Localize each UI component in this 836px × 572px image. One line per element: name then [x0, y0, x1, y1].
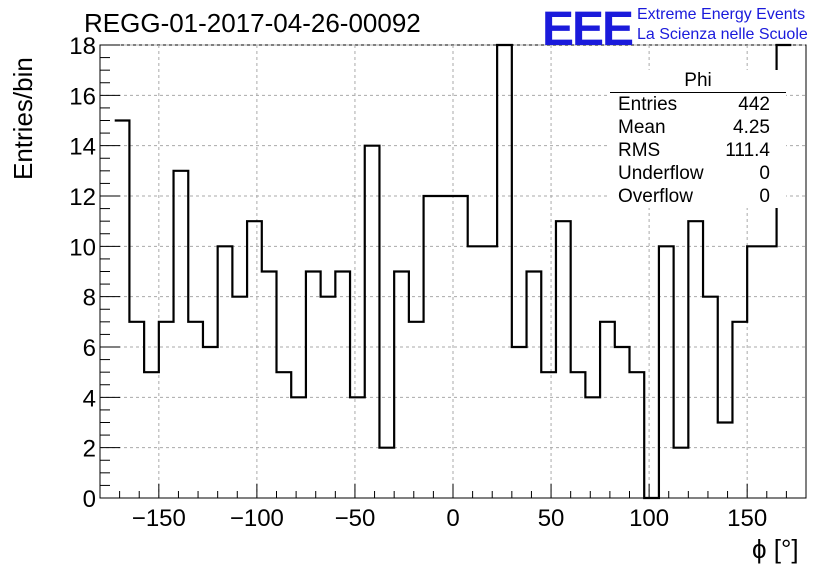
x-axis-label: ϕ [°]: [752, 534, 799, 564]
logo-line-2: La Scienza nelle Scuole: [637, 26, 808, 43]
histogram-bin: [747, 246, 762, 498]
histogram-bin: [321, 297, 336, 498]
histogram-bin: [262, 272, 277, 499]
histogram-bin: [659, 246, 674, 498]
histogram-bin: [468, 246, 483, 498]
x-tick-label: −50: [335, 505, 376, 532]
histogram-bin: [512, 347, 527, 498]
stats-row-mean: Mean 4.25: [610, 116, 786, 139]
stats-row-overflow: Overflow 0: [610, 185, 786, 208]
y-tick-label: 2: [83, 436, 96, 463]
histogram-bin: [350, 397, 365, 498]
y-tick-label: 8: [83, 285, 96, 312]
histogram-bin: [115, 121, 130, 499]
histogram-bin: [424, 196, 439, 498]
y-tick-label: 14: [69, 134, 96, 161]
histogram-bin: [174, 171, 189, 498]
stats-label: RMS: [618, 140, 661, 161]
histogram-bin: [541, 372, 556, 498]
stats-row-entries: Entries 442: [610, 93, 786, 116]
x-tick-label: 100: [629, 505, 669, 532]
stats-label: Underflow: [618, 163, 704, 184]
histogram-bin: [600, 322, 615, 498]
histogram-bin: [482, 246, 497, 498]
x-tick-label: −100: [230, 505, 284, 532]
stats-value: 442: [738, 94, 770, 115]
y-tick-label: 18: [69, 33, 96, 60]
x-tick-label: 50: [538, 505, 565, 532]
histogram-bin: [571, 372, 586, 498]
histogram-bin: [291, 397, 306, 498]
y-tick-label: 4: [83, 385, 96, 412]
histogram-bin: [497, 45, 512, 498]
stats-box: Phi Entries 442 Mean 4.25 RMS 111.4 Underfl…: [610, 70, 786, 208]
histogram-bin: [232, 297, 247, 498]
histogram-bin: [277, 372, 292, 498]
y-tick-label: 16: [69, 83, 96, 110]
stats-label: Overflow: [618, 186, 693, 207]
histogram-bin: [335, 272, 350, 499]
histogram-bin: [188, 322, 203, 498]
stats-row-underflow: Underflow 0: [610, 162, 786, 185]
y-tick-label: 0: [83, 486, 96, 513]
histogram-bin: [732, 322, 747, 498]
eee-logo: EEE: [542, 3, 634, 56]
histogram-bin: [247, 221, 262, 498]
x-tick-label: 150: [727, 505, 767, 532]
histogram-bin: [144, 372, 159, 498]
histogram-bin: [718, 423, 733, 499]
histogram-bin: [630, 372, 645, 498]
histogram-bin: [453, 196, 468, 498]
stats-value: 0: [759, 186, 770, 207]
y-axis-label: Entries/bin: [8, 57, 38, 180]
histogram-bin: [203, 347, 218, 498]
stats-row-rms: RMS 111.4: [610, 139, 786, 162]
histogram-line: [114, 43, 792, 500]
histogram-bin: [688, 221, 703, 498]
x-tick-label: −150: [132, 505, 186, 532]
y-tick-label: 10: [69, 234, 96, 261]
stats-value: 4.25: [733, 117, 770, 138]
histogram-bin: [365, 146, 380, 498]
histogram-bin: [409, 322, 424, 498]
y-tick-label: 12: [69, 184, 96, 211]
histogram-bin: [703, 297, 718, 498]
stats-value: 0: [759, 163, 770, 184]
histogram-bin: [218, 246, 233, 498]
histogram-bin: [674, 448, 689, 498]
stats-label: Entries: [618, 94, 678, 115]
histogram-bin: [129, 322, 144, 498]
stats-title: Phi: [610, 70, 786, 93]
stats-value: 111.4: [725, 140, 770, 161]
histogram-bin: [379, 448, 394, 498]
histogram-bin: [762, 246, 777, 498]
logo-line-1: Extreme Energy Events: [637, 6, 806, 23]
y-tick-label: 6: [83, 335, 96, 362]
histogram-bin: [615, 347, 630, 498]
stats-label: Mean: [618, 117, 666, 138]
histogram-bin: [394, 272, 409, 499]
histogram-bin: [556, 221, 571, 498]
histogram-bin: [159, 322, 174, 498]
chart-title: REGG-01-2017-04-26-00092: [84, 8, 421, 38]
x-tick-label: 0: [446, 505, 459, 532]
histogram-bin: [438, 196, 453, 498]
histogram-bin: [585, 397, 600, 498]
histogram-bin: [527, 272, 542, 499]
histogram-bin: [306, 272, 321, 499]
